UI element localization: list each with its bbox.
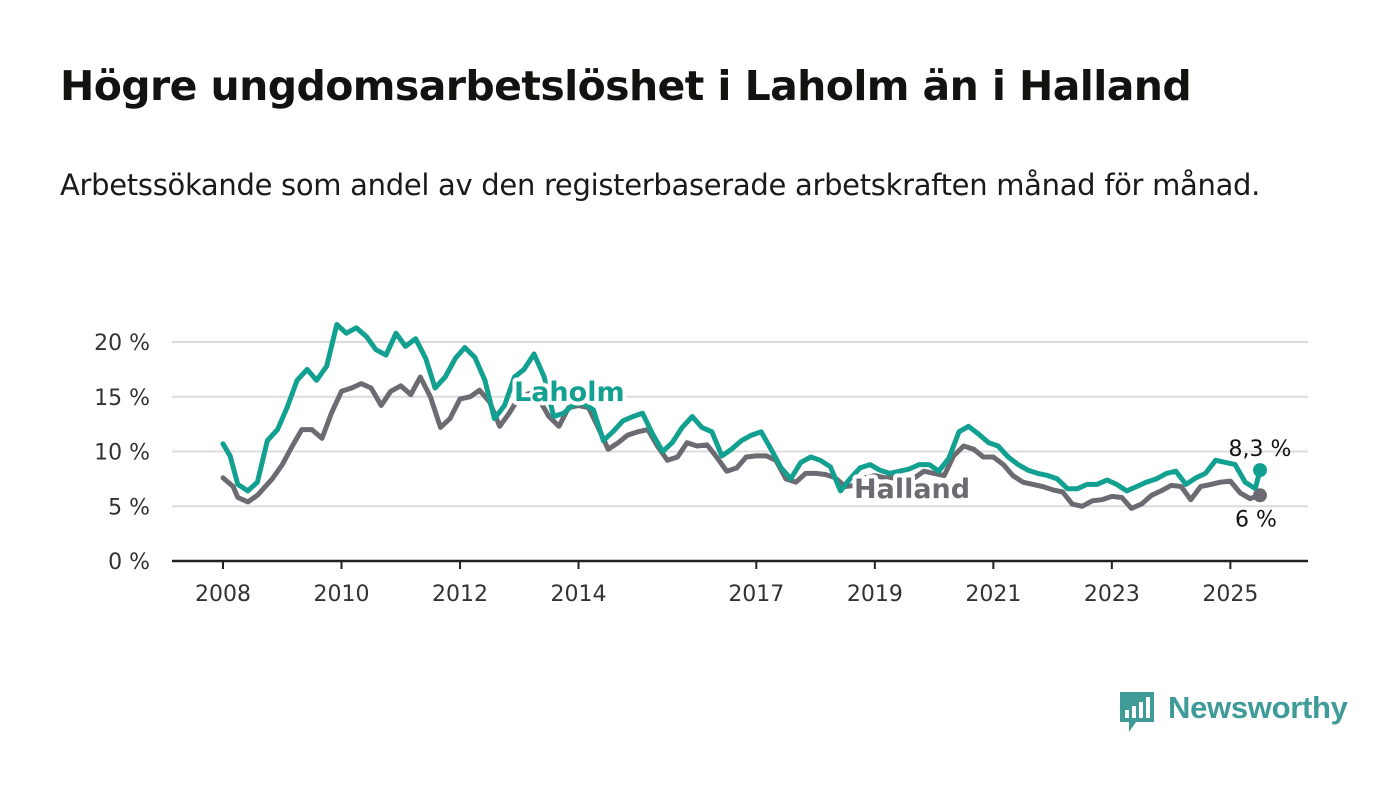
end-label-halland: 6 % [1235, 507, 1277, 532]
chart-subtitle: Arbetssökande som andel av den registerb… [60, 168, 1261, 202]
end-point-halland [1253, 488, 1267, 503]
x-tick-label: 2017 [728, 582, 784, 607]
series-label-halo-laholm: Laholm [514, 377, 625, 408]
x-tick-label: 2012 [432, 582, 488, 607]
series-lines [220, 322, 1263, 511]
series-label-halo-halland: Halland [854, 474, 970, 505]
x-tick-label: 2014 [551, 582, 607, 607]
newsworthy-logo-icon [1120, 692, 1154, 732]
y-tick-label: 20 % [94, 331, 150, 356]
x-axis: 0 % 5 % 10 % 15 % 20 % 2008 2010 2012 2014 2017 20… [94, 331, 1308, 607]
newsworthy-brand[interactable]: Newsworthy [1118, 690, 1348, 736]
grid-lines [172, 341, 1308, 508]
x-tick-label: 2023 [1084, 582, 1140, 607]
end-label-laholm: 8,3 % [1229, 437, 1292, 462]
x-tick-label: 2010 [314, 582, 370, 607]
y-tick-label: 0 % [108, 550, 150, 575]
end-point-laholm [1253, 463, 1267, 478]
series-line-halland [220, 374, 1263, 511]
y-tick-label: 10 % [94, 441, 150, 466]
y-tick-label: 5 % [108, 495, 150, 520]
chart-title: Högre ungdomsarbetslöshet i Laholm än i … [60, 62, 1192, 110]
x-tick-label: 2019 [847, 582, 903, 607]
x-tick-label: 2025 [1202, 582, 1258, 607]
x-tick-label: 2008 [195, 582, 251, 607]
brand-name: Newsworthy [1168, 690, 1348, 725]
series-label-halland: Halland [854, 474, 970, 505]
y-tick-label: 15 % [94, 386, 150, 411]
x-tick-label: 2021 [965, 582, 1021, 607]
series-label-laholm: Laholm [514, 377, 625, 408]
series-line-laholm [220, 322, 1263, 494]
